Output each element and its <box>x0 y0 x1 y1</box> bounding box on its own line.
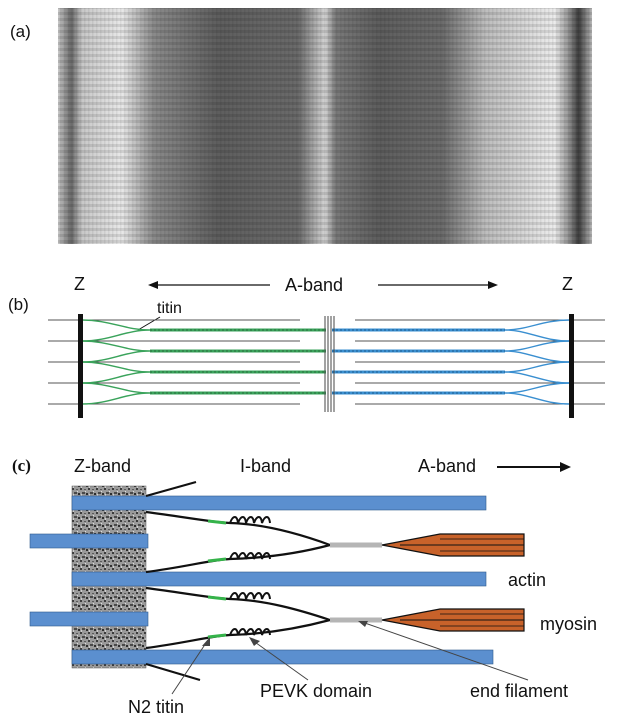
titin-label: titin <box>157 300 182 317</box>
sarcomere-schematic <box>48 314 605 418</box>
i-band-label: I-band <box>240 456 291 476</box>
pevk-domain-label: PEVK domain <box>260 681 372 701</box>
z-disc-left <box>78 314 83 418</box>
panel-a-label: (a) <box>10 22 31 41</box>
myosin-filaments <box>381 533 525 632</box>
panel-c-label: (c) <box>12 456 31 475</box>
panel-b-label: (b) <box>8 295 29 314</box>
pointer-arrowheads <box>202 621 368 646</box>
pevk-coils <box>229 516 271 636</box>
myosin-label: myosin <box>540 614 597 634</box>
z-disc-right <box>569 314 574 418</box>
end-filament-label: end filament <box>470 681 568 701</box>
a-band-label-b: A-band <box>285 275 343 295</box>
titin-pointer <box>137 316 161 331</box>
electron-micrograph <box>58 8 592 244</box>
actin-filaments <box>29 495 494 665</box>
a-band-arrow-c <box>497 462 571 472</box>
z-band-label: Z-band <box>74 456 131 476</box>
label-pointers <box>171 621 529 695</box>
a-band-arrow-b <box>148 281 498 289</box>
z-line-label-right: Z <box>562 274 573 294</box>
end-filaments <box>330 542 382 623</box>
z-line-label-left: Z <box>74 274 85 294</box>
a-band-label-c: A-band <box>418 456 476 476</box>
n2-titin-label: N2 titin <box>128 697 184 717</box>
n2-segments <box>207 519 227 639</box>
actin-label: actin <box>508 570 546 590</box>
